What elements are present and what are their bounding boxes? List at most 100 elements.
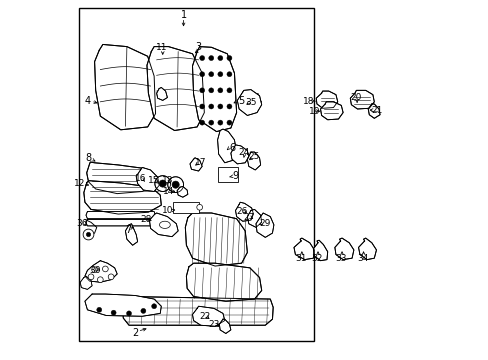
Polygon shape [320,102,343,120]
Text: 17: 17 [195,158,206,167]
Circle shape [102,266,108,272]
Polygon shape [177,186,187,197]
Polygon shape [125,224,137,245]
Polygon shape [86,212,155,219]
Bar [217,167,238,182]
Circle shape [92,267,97,273]
Text: 19: 19 [308,107,320,116]
Text: 4: 4 [84,96,91,106]
Polygon shape [219,319,230,333]
Circle shape [208,104,213,109]
Polygon shape [235,202,253,221]
Circle shape [226,55,231,60]
Polygon shape [86,162,154,194]
Circle shape [226,88,231,93]
Text: 9: 9 [232,171,238,181]
Circle shape [208,72,213,77]
Polygon shape [238,90,261,114]
Polygon shape [192,306,224,326]
Text: 15: 15 [148,176,160,185]
Text: 32: 32 [311,254,323,263]
Polygon shape [230,145,248,164]
Polygon shape [367,104,379,118]
Text: 16: 16 [135,174,146,183]
Text: 33: 33 [335,254,346,263]
Polygon shape [349,90,373,109]
Text: 23: 23 [208,320,219,329]
Polygon shape [237,90,261,116]
Polygon shape [190,158,202,171]
Circle shape [86,232,90,237]
Polygon shape [316,91,337,108]
Circle shape [172,181,179,188]
Text: 29: 29 [259,219,270,228]
Text: 34: 34 [356,254,368,263]
Text: 12: 12 [74,179,85,188]
Text: 26: 26 [236,207,247,216]
Circle shape [208,55,213,60]
Circle shape [217,120,223,125]
Polygon shape [358,238,376,260]
Circle shape [199,120,204,125]
Text: 25: 25 [248,152,260,161]
Polygon shape [156,87,167,100]
Text: 8: 8 [85,153,91,163]
Circle shape [97,277,103,283]
Circle shape [83,229,94,240]
Circle shape [126,311,131,316]
Text: 21: 21 [371,105,382,114]
Polygon shape [185,213,247,266]
Text: 13: 13 [162,176,173,185]
Polygon shape [80,276,92,289]
Circle shape [217,104,223,109]
Text: 36: 36 [77,219,88,228]
Text: 14: 14 [163,187,174,196]
Circle shape [159,180,166,187]
Polygon shape [186,263,261,301]
Text: 1: 1 [180,10,186,20]
Polygon shape [255,213,273,237]
Polygon shape [136,167,159,192]
Circle shape [97,307,102,312]
Text: 3: 3 [194,42,201,52]
Polygon shape [94,44,155,130]
Bar [172,202,198,213]
Circle shape [141,309,145,314]
Text: 10: 10 [162,206,173,215]
Polygon shape [122,297,273,325]
Circle shape [151,304,156,309]
Circle shape [88,274,94,280]
Text: 35: 35 [244,98,256,107]
Circle shape [208,120,213,125]
Circle shape [111,310,116,315]
Polygon shape [167,177,183,193]
Text: 28: 28 [140,215,151,224]
Circle shape [226,72,231,77]
Circle shape [199,55,204,60]
Circle shape [199,72,204,77]
Circle shape [226,104,231,109]
Bar [79,8,313,341]
Text: 30: 30 [89,266,100,275]
Polygon shape [147,46,204,131]
Circle shape [199,88,204,93]
Text: 11: 11 [155,43,167,52]
Text: 31: 31 [295,254,306,263]
Polygon shape [83,181,161,214]
Text: 5: 5 [237,96,244,106]
Text: 24: 24 [238,148,249,157]
Polygon shape [313,240,327,261]
Polygon shape [247,210,261,227]
Circle shape [217,72,223,77]
Text: 20: 20 [349,93,361,102]
Polygon shape [85,261,117,282]
Polygon shape [149,213,178,237]
Polygon shape [247,152,260,170]
Polygon shape [217,129,236,163]
Text: 6: 6 [228,143,235,153]
Text: 18: 18 [303,96,314,105]
Circle shape [108,274,114,280]
Text: 7: 7 [124,225,131,235]
Polygon shape [293,238,314,260]
Circle shape [226,120,231,125]
